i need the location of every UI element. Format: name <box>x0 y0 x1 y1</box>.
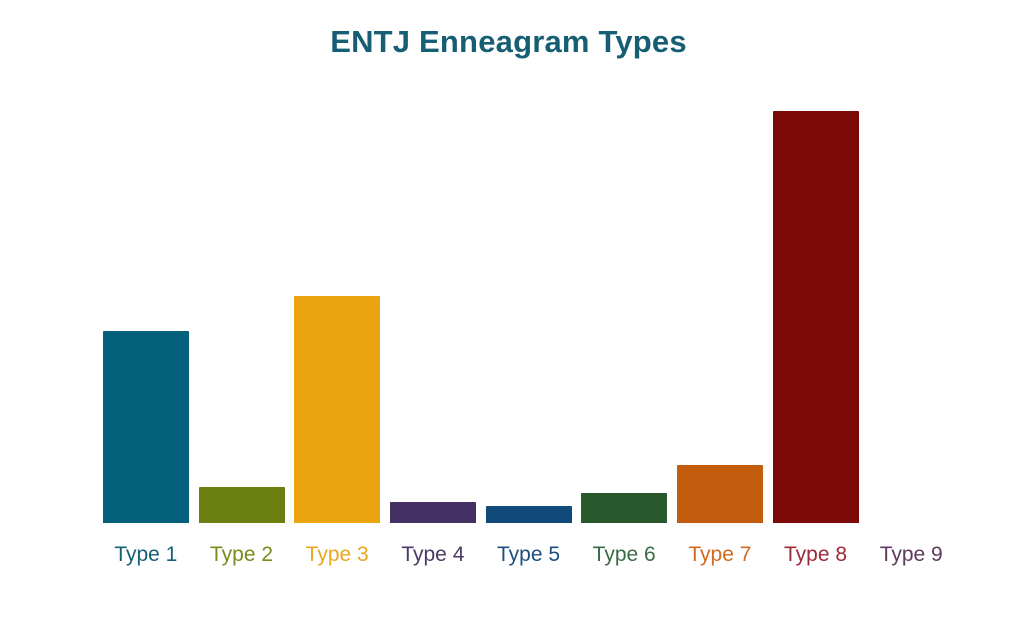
x-axis-label-type-2: Type 2 <box>209 543 274 566</box>
bar-column-type-8 <box>768 111 864 523</box>
bar-type-1 <box>102 331 189 523</box>
x-axis-label-type-4: Type 4 <box>401 543 465 566</box>
x-axis-label-type-9: Type 9 <box>879 543 943 566</box>
bar-type-6 <box>581 493 668 523</box>
bar-type-2 <box>198 487 285 523</box>
x-axis-label-type-7: Type 7 <box>688 543 752 566</box>
bar-column-type-5 <box>481 111 577 523</box>
bar-type-7 <box>676 465 763 523</box>
bar-type-4 <box>389 502 476 523</box>
bar-type-8 <box>772 111 859 523</box>
x-axis-label-type-1: Type 1 <box>114 543 178 566</box>
x-axis-label-type-5: Type 5 <box>497 543 561 566</box>
bar-type-3 <box>294 296 381 523</box>
bar-column-type-2 <box>194 111 290 523</box>
x-axis-label-type-8: Type 8 <box>784 543 848 566</box>
bar-column-type-7 <box>672 111 768 523</box>
chart-title: ENTJ Enneagram Types <box>330 24 687 59</box>
bar-type-5 <box>485 506 572 523</box>
bar-chart-plot-area <box>98 111 959 523</box>
x-axis-labels-row: Type 1 Type 2 Type 3 Type 4 Type 5 Type 6 Type… <box>98 541 959 569</box>
bar-column-type-9 <box>863 111 959 523</box>
bar-column-type-1 <box>98 111 194 523</box>
bar-column-type-6 <box>576 111 672 523</box>
x-axis-label-type-6: Type 6 <box>592 543 656 566</box>
x-axis-label-type-3: Type 3 <box>305 543 369 566</box>
bar-column-type-4 <box>385 111 481 523</box>
bar-column-type-3 <box>289 111 385 523</box>
